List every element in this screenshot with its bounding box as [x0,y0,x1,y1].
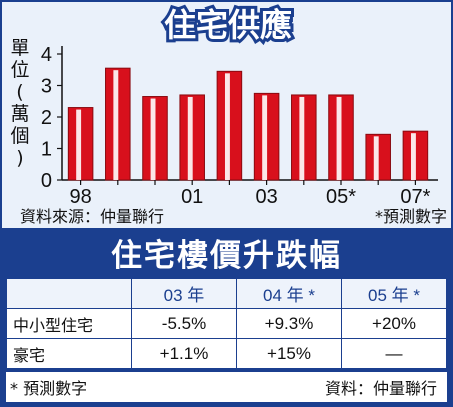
x-tick-label: 03 [255,186,277,208]
table-cell: -5.5% [131,308,237,339]
x-tick-label: 07* [400,186,430,208]
bar-highlight [187,96,193,180]
bar-highlight [113,70,119,180]
table-cell: +1.1% [131,338,237,369]
bar-highlight [410,133,416,180]
table-cell: — [341,338,447,369]
y-axis-label-char: 單 [10,37,29,59]
table-row: 豪宅 +1.1% +15% — [6,338,447,369]
chart-title: 住宅供應 [164,6,292,44]
price-change-panel: 住宅樓價升跌幅 03 年 04 年 * 05 年 * 中小型住宅 -5.5% +… [0,230,453,407]
table-title: 住宅樓價升跌幅 [111,237,342,274]
x-tick-label: 98 [69,186,91,208]
table-footnote: * 預測數字 [10,379,88,398]
y-axis-label: 單位(萬個) [10,37,29,169]
price-change-table: 03 年 04 年 * 05 年 * 中小型住宅 -5.5% +9.3% +20… [6,278,447,369]
bar-series [67,67,429,181]
y-tick-label: 3 [41,76,52,98]
x-tick-labels: 98 01 03 05* 07* [69,180,431,208]
table-footer: * 預測數字 資料：仲量聯行 [6,372,447,402]
table-cell: +15% [236,338,342,369]
bar-highlight [150,98,156,180]
header-cell: 04 年 * [236,278,342,309]
row-label: 中小型住宅 [6,308,132,339]
y-axis-label-char: ( [16,81,23,103]
bar-highlight [299,96,305,180]
y-axis-label-char: 個 [10,125,29,147]
table-source: 資料：仲量聯行 [324,379,437,398]
table-cell: +9.3% [236,308,342,339]
table-header-row: 03 年 04 年 * 05 年 * [6,278,447,309]
y-tick-label: 0 [41,170,52,192]
header-cell: 03 年 [131,278,237,309]
row-label: 豪宅 [6,338,132,369]
y-tick-label: 2 [41,107,52,129]
bar-highlight [224,73,230,180]
chart-note: *預測數字 [375,207,447,226]
y-axis-label-char: ) [16,147,23,169]
bar-highlight [373,136,379,180]
bar-highlight [76,109,82,180]
table-cell: +20% [341,308,447,339]
header-cell: 05 年 * [341,278,447,309]
bar-highlight [336,96,342,180]
y-tick-label: 1 [41,139,52,161]
x-tick-label: 05* [326,186,356,208]
table-row: 中小型住宅 -5.5% +9.3% +20% [6,308,447,339]
y-axis-label-char: 萬 [10,103,29,125]
chart-source: 資料來源：仲量聯行 [20,207,164,226]
header-cell [6,278,132,309]
bar-highlight [262,95,268,180]
y-axis-label-char: 位 [10,59,29,81]
x-tick-label: 01 [181,186,203,208]
y-tick-label: 4 [41,44,52,66]
